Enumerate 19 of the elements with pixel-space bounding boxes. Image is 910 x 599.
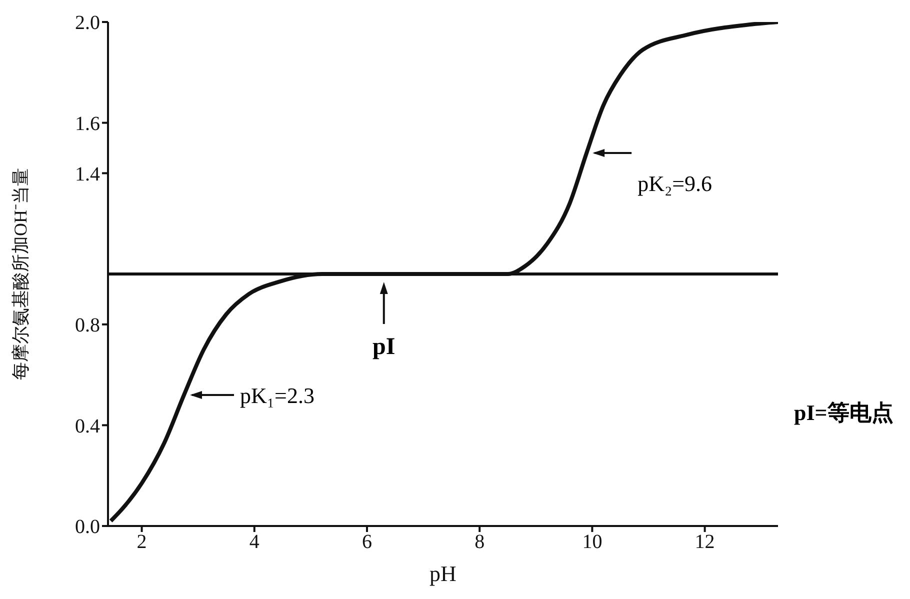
y-tick-label: 1.6: [75, 112, 100, 135]
x-tick-label: 10: [582, 531, 602, 554]
y-tick-label: 0.4: [75, 415, 100, 438]
x-tick-label: 8: [474, 531, 485, 554]
x-tick-label: 4: [249, 531, 260, 554]
y-tick-label: 0.0: [75, 516, 100, 538]
text: pI=等电点: [794, 399, 894, 427]
y-axis-title: 每摩尔氨基酸所加OH⁻当量: [10, 168, 30, 380]
y-tick-label: 2.0: [75, 12, 100, 34]
line-series: [108, 22, 778, 523]
annotation: pI: [372, 334, 396, 360]
x-tick-label: 2: [136, 531, 147, 554]
x-axis-title: pH: [430, 561, 457, 586]
x-tick-label: 6: [362, 531, 372, 554]
annotation: pK₁=2.3: [240, 382, 314, 408]
annotation: pK₂=9.6: [638, 171, 712, 196]
x-tick-label: 12: [694, 531, 715, 554]
y-tick-label: 0.8: [75, 314, 100, 336]
y-tick-label: 1.4: [75, 163, 100, 186]
